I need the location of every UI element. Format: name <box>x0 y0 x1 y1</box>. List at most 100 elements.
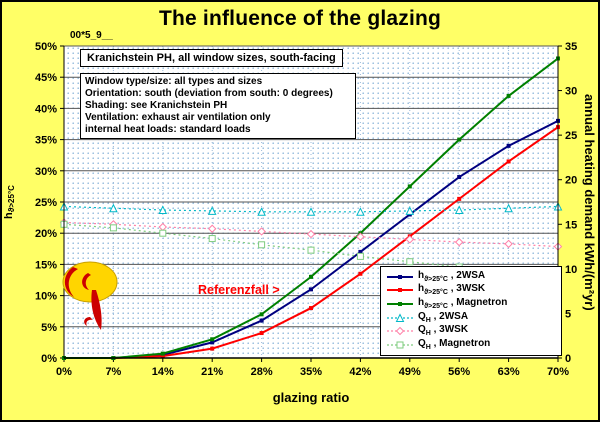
series-line-3 <box>63 205 559 213</box>
legend-swatch <box>387 302 413 307</box>
info-box-location: Kranichstein PH, all window sizes, south… <box>80 49 343 67</box>
y-left-tick-label: 0% <box>41 353 57 365</box>
data-point-marker <box>307 246 315 254</box>
x-tick-label: 56% <box>448 366 470 378</box>
legend-label: QH , Magnetron <box>418 338 491 352</box>
logo-ellipse <box>62 261 118 303</box>
phi-logo <box>62 261 118 330</box>
legend-swatch <box>387 274 413 279</box>
legend-swatch <box>387 288 413 293</box>
data-point-marker <box>504 239 513 249</box>
chart-title: The influence of the glazing <box>158 7 442 30</box>
legend-item-5[interactable]: QH , Magnetron <box>386 339 556 351</box>
data-point-marker <box>257 227 266 236</box>
data-point-marker <box>306 207 316 216</box>
legend-swatch <box>387 313 413 322</box>
legend-item-4[interactable]: QH , 3WSK <box>386 325 556 337</box>
logo-stem <box>91 290 102 330</box>
data-point-marker <box>309 287 313 292</box>
data-point-marker <box>258 241 266 249</box>
data-point-marker <box>506 93 511 98</box>
data-point-marker <box>160 354 165 359</box>
data-point-marker <box>405 235 415 244</box>
data-point-marker <box>358 271 363 276</box>
data-point-marker <box>207 224 217 233</box>
y-right-tick-label: 35 <box>565 41 577 53</box>
data-point-marker <box>506 143 511 148</box>
data-point-marker <box>309 274 313 279</box>
x-tick-label: 21% <box>201 366 223 378</box>
legend-item-3[interactable]: QH , 2WSA <box>386 310 556 324</box>
y-left-tick-label: 5% <box>41 322 57 334</box>
data-point-marker <box>259 318 264 323</box>
legend-item-0[interactable]: hϑ>25°C , 2WSA <box>386 269 556 283</box>
legend-item-2[interactable]: hϑ>25°C , Magnetron <box>386 298 556 310</box>
data-point-marker <box>407 184 412 189</box>
y-left-tick-label: 15% <box>35 259 57 271</box>
data-point-marker <box>356 252 364 260</box>
info-line-window: Window type/size: all types and sizes <box>85 76 263 87</box>
legend-label: hϑ>25°C , 3WSK <box>418 283 486 297</box>
y-left-tick-label: 35% <box>35 135 57 147</box>
x-tick-label: 49% <box>399 366 421 378</box>
data-point-marker <box>259 312 264 317</box>
data-point-marker <box>160 351 165 356</box>
y-left-tick-label: 40% <box>35 103 57 115</box>
data-point-marker <box>109 224 117 232</box>
left-axis-title: hϑ>25°C <box>3 46 16 358</box>
y-right-tick-label: 5 <box>565 308 571 320</box>
data-point-marker <box>395 327 405 336</box>
data-point-marker <box>454 205 464 215</box>
legend-item-1[interactable]: hϑ>25°C , 3WSK <box>386 284 556 296</box>
x-tick-label: 7% <box>105 366 121 378</box>
data-point-marker <box>259 331 264 336</box>
data-point-marker <box>210 340 215 345</box>
legend-label: QH , 2WSA <box>418 310 469 324</box>
data-point-marker <box>454 237 464 247</box>
code-label: 00*5_9__ <box>70 30 113 41</box>
logo-curl <box>84 317 93 326</box>
logo-crescent <box>64 267 78 297</box>
data-point-marker <box>457 196 462 201</box>
x-tick-label: 63% <box>498 366 520 378</box>
info-line-orientation: Orientation: south (deviation from south… <box>85 88 333 99</box>
data-point-marker <box>207 206 217 215</box>
data-point-marker <box>504 203 513 213</box>
data-point-marker <box>398 274 402 279</box>
data-point-marker <box>405 206 415 215</box>
legend-label: hϑ>25°C , 2WSA <box>418 269 486 283</box>
x-tick-label: 35% <box>300 366 322 378</box>
data-point-marker <box>406 258 414 266</box>
y-left-tick-label: 45% <box>35 72 57 84</box>
y-left-tick-label: 20% <box>35 228 57 240</box>
x-tick-label: 14% <box>152 366 174 378</box>
info-line-ventilation: Ventilation: exhaust air ventilation onl… <box>85 112 271 123</box>
right-axis-title: annual heating demand kWh/(m²yr) <box>582 93 597 311</box>
legend-label: hϑ>25°C , Magnetron <box>418 297 508 311</box>
data-point-marker <box>457 137 462 142</box>
data-point-marker <box>109 203 118 213</box>
data-point-marker <box>257 207 266 216</box>
y-left-tick-label: 10% <box>35 291 57 303</box>
data-point-marker <box>208 235 216 243</box>
data-point-marker <box>356 207 365 216</box>
y-left-tick-label: 50% <box>35 41 57 53</box>
x-axis-title: glazing ratio <box>272 390 350 405</box>
y-right-tick-label: 15 <box>565 219 577 231</box>
data-point-marker <box>395 313 405 322</box>
legend-swatch <box>387 341 413 349</box>
left-axis-title-sub: ϑ>25°C <box>7 185 17 213</box>
data-point-marker <box>306 229 316 239</box>
data-point-marker <box>398 288 402 293</box>
y-right-tick-label: 25 <box>565 130 577 142</box>
data-point-marker <box>396 341 404 349</box>
x-tick-label: 28% <box>251 366 273 378</box>
data-point-marker <box>158 205 168 215</box>
y-right-tick-label: 30 <box>565 86 577 98</box>
legend[interactable]: hϑ>25°C , 2WSA hϑ>25°C , 3WSK hϑ>25°C , Ma… <box>380 266 562 356</box>
y-right-tick-label: 0 <box>565 353 571 365</box>
legend-label: QH , 3WSK <box>418 324 469 338</box>
info-box-parameters: Window type/size: all types and sizes Or… <box>80 73 356 139</box>
y-right-tick-label: 20 <box>565 175 577 187</box>
